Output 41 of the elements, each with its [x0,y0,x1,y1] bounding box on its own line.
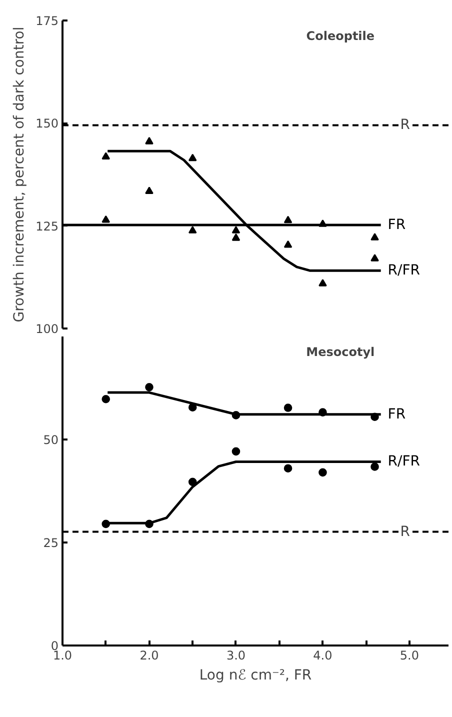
point [318,468,327,477]
point [284,240,292,248]
x-tick-label: 2.0 [140,648,159,662]
y-tick-label: 25 [43,536,59,550]
text: Coleoptile [306,28,375,43]
point [145,136,154,144]
point [284,404,292,412]
point [284,216,292,224]
x-axis-title: Log nℰ cm⁻², FR [199,668,312,684]
x-tick-label: 5.0 [400,648,420,662]
point [188,154,197,162]
y-tick-label: 175 [36,14,58,28]
point [232,226,240,234]
point [145,383,154,392]
y-tick-label: 50 [43,433,59,447]
ref-line-label: R [400,524,410,540]
x-tick-label: 4.0 [313,648,332,662]
series-label: FR [388,217,406,234]
x-tick-label: 1.0 [52,648,72,662]
point [370,233,379,240]
point [188,226,197,234]
point [102,215,110,223]
point [284,464,292,472]
y-tick-label: 150 [36,116,58,131]
series-label: R/FR [388,454,420,470]
y-tick-label: 100 [36,322,58,336]
series-label: FR [388,406,406,422]
point [102,152,110,160]
point [318,279,327,286]
point [370,254,379,262]
y-tick-label: 125 [36,219,58,234]
text: Mesocotyl [306,344,375,359]
series-label: R/FR [388,262,420,279]
point [232,233,240,241]
y-axis-title: Growth increment, percent of dark control [12,26,28,322]
point [232,447,240,456]
point [145,186,154,194]
point [102,394,110,404]
x-tick-label: 3.0 [226,648,246,662]
ref-line-label: R [400,117,410,134]
point [370,462,379,471]
